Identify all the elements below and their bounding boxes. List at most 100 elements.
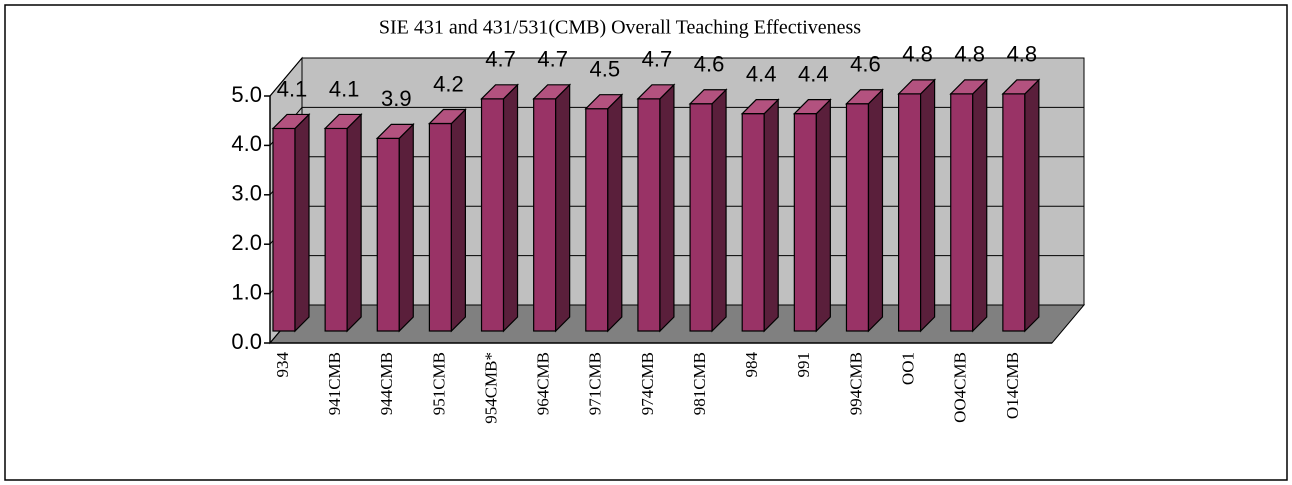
bar-front (480, 98, 505, 332)
bar-top (427, 108, 467, 125)
value-label: 4.8 (954, 42, 985, 67)
bar-side (1024, 78, 1040, 333)
x-tick-label: 964CMB (534, 352, 553, 415)
chart-title: SIE 431 and 431/531(CMB) Overall Teachin… (379, 17, 861, 39)
x-tick-label: 944CMB (377, 352, 396, 415)
bar-front (793, 113, 817, 332)
bar-top (688, 89, 728, 105)
bar-side (919, 78, 936, 333)
y-tick-label: 5.0 (231, 82, 262, 107)
bar-top (584, 94, 624, 110)
bar-top (323, 113, 363, 130)
y-tick-label: 2.0 (231, 230, 262, 255)
bar (532, 83, 572, 333)
bar-side (555, 83, 571, 333)
bar-front (428, 122, 452, 332)
bar-front (533, 98, 557, 332)
bar (427, 108, 467, 333)
bar-front (376, 137, 400, 332)
x-tick-label: 934 (273, 352, 292, 378)
bar-top (636, 84, 676, 100)
x-tick-label: 951CMB (429, 352, 448, 415)
bar-side (763, 98, 779, 333)
bar-side (294, 113, 310, 333)
value-label: 4.6 (850, 52, 881, 77)
bar-top (897, 79, 937, 95)
bar-front (324, 127, 348, 332)
bar-side (607, 93, 623, 333)
value-label: 3.9 (381, 86, 412, 111)
bar-side (450, 108, 466, 333)
bar-front (637, 98, 661, 332)
bar (271, 113, 311, 333)
bar-side (711, 88, 727, 333)
bar-top (949, 79, 989, 95)
bar-front (845, 103, 870, 332)
value-label: 4.1 (277, 76, 308, 101)
bar-top (271, 113, 311, 130)
bar-side (398, 122, 414, 333)
value-label: 4.6 (694, 52, 725, 77)
bar (949, 78, 989, 333)
y-tick-label: 4.0 (231, 131, 262, 156)
x-tick-label: 994CMB (846, 352, 865, 415)
bar-front (1002, 93, 1026, 332)
value-label: 4.4 (746, 61, 777, 86)
bar-top (845, 89, 884, 105)
bar-front (272, 127, 296, 332)
y-tick-label: 3.0 (231, 181, 262, 206)
value-label: 4.7 (537, 47, 568, 72)
x-tick-label: 974CMB (638, 352, 657, 415)
bar-top (532, 84, 572, 100)
x-tick-label: O14CMB (1003, 352, 1022, 419)
x-tick-label: OO1 (899, 352, 918, 385)
value-label: 4.5 (590, 57, 621, 82)
grid-line (269, 57, 1084, 97)
y-tick-label: 1.0 (231, 279, 262, 304)
x-tick-label: 981CMB (690, 352, 709, 415)
bar-top (740, 99, 780, 115)
value-label: 4.7 (485, 47, 516, 72)
x-tick-label: OO4CMB (951, 352, 970, 423)
bar (323, 113, 363, 333)
bar-side (346, 113, 362, 333)
x-tick-label: 991 (794, 352, 813, 378)
bar-front (741, 113, 765, 332)
value-label: 4.8 (902, 42, 933, 67)
x-tick-label: 971CMB (586, 352, 605, 415)
value-label: 4.1 (329, 76, 360, 101)
value-label: 4.8 (1007, 42, 1038, 67)
bar-front (585, 108, 609, 332)
bar (897, 78, 937, 333)
y-tick-label: 0.0 (231, 329, 262, 354)
bar-front (950, 93, 974, 332)
bar-top (1001, 79, 1041, 95)
bar-side (502, 83, 519, 333)
value-label: 4.7 (642, 47, 673, 72)
value-label: 4.2 (433, 71, 464, 96)
bar-side (659, 83, 675, 333)
bar (1001, 78, 1041, 333)
bar-top (792, 99, 832, 115)
bar-top (375, 123, 415, 139)
bar (636, 83, 676, 333)
bar-side (972, 78, 988, 333)
bar-front (689, 103, 713, 332)
bar-top (480, 84, 519, 100)
bar (584, 93, 624, 333)
bar (480, 83, 519, 333)
bar (792, 98, 832, 333)
bar-front (897, 93, 922, 332)
bar (688, 88, 728, 333)
bar (375, 122, 415, 333)
bar (845, 88, 884, 333)
bar (740, 98, 780, 333)
bar-side (867, 88, 884, 333)
value-label: 4.4 (798, 61, 829, 86)
x-tick-label: 941CMB (325, 352, 344, 415)
x-tick-label: 954CMB* (481, 352, 500, 424)
x-tick-label: 984 (742, 352, 761, 378)
bar-side (815, 98, 831, 333)
